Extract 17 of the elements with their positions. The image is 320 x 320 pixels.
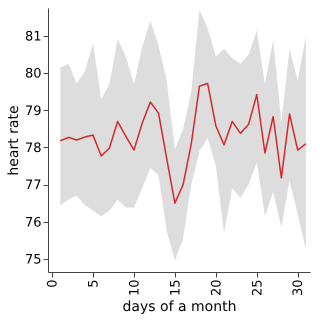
- y-tick-label: 79: [24, 104, 42, 119]
- x-tick-label: 0: [46, 280, 61, 288]
- x-axis-title: days of a month: [122, 299, 236, 316]
- y-tick-label: 76: [24, 215, 42, 230]
- x-tick-label: 10: [127, 280, 142, 296]
- x-tick-label: 15: [168, 280, 184, 296]
- y-tick-label: 78: [24, 140, 42, 156]
- y-axis-title: heart rate: [6, 105, 22, 176]
- x-tick-label: 30: [291, 280, 306, 296]
- y-tick-label: 81: [24, 29, 42, 44]
- y-tick-label: 77: [24, 178, 42, 194]
- line-series: [60, 82, 307, 204]
- x-tick-label: 25: [250, 280, 266, 296]
- x-tick-label: 20: [209, 280, 224, 296]
- x-tick-label: 5: [86, 280, 102, 288]
- y-tick-label: 75: [24, 252, 42, 268]
- y-tick-label: 80: [24, 66, 42, 82]
